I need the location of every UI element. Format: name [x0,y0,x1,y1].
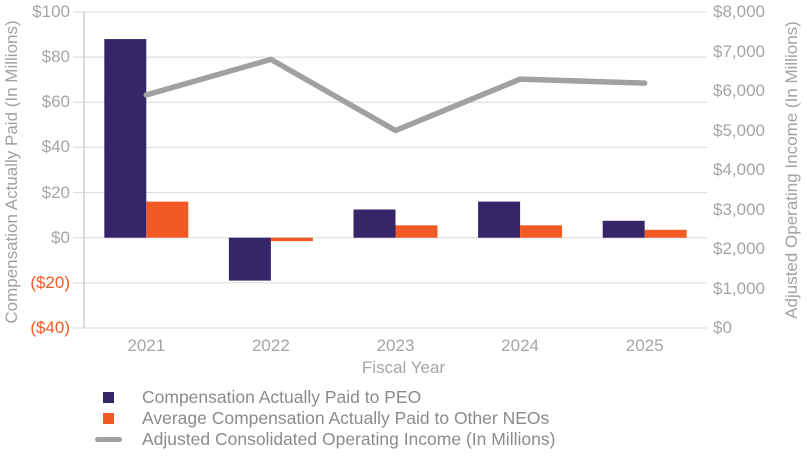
x-axis-category-label: 2025 [625,336,664,355]
legend-color-swatch [102,392,114,403]
x-axis-category-label: 2022 [251,336,290,355]
right-axis-tick-label: $6,000 [713,81,765,100]
legend-item: Adjusted Consolidated Operating Income (… [94,429,555,450]
bar-peo-2024 [478,201,521,238]
left-axis-tick-label: $40 [41,137,70,157]
bar-neo-2025 [644,229,687,238]
legend-swatch-cell [94,392,122,403]
legend-swatch-cell [94,413,122,424]
bar-neo-2024 [520,225,563,238]
right-axis-tick-label: $3,000 [713,199,765,219]
x-axis-title: Fiscal Year [361,358,446,377]
legend-label: Average Compensation Actually Paid to Ot… [142,408,550,428]
legend-label: Adjusted Consolidated Operating Income (… [142,429,556,449]
left-axis-tick-label: $20 [41,182,70,202]
right-axis-tick-label: $0 [713,318,732,337]
operating-income-line [143,56,648,134]
x-axis-category-label: 2021 [127,336,166,355]
legend-item: Compensation Actually Paid to PEO [94,387,555,408]
x-axis-category-label: 2023 [376,336,415,355]
bar-neo-2023 [395,225,438,238]
left-axis-tick-label: $100 [32,2,70,21]
bar-peo-2021 [104,39,147,238]
right-axis-tick-label: $4,000 [713,160,765,179]
right-axis-tick-label: $8,000 [713,2,765,21]
legend-color-swatch [102,413,114,424]
legend-swatch-cell [94,437,122,442]
legend-item: Average Compensation Actually Paid to Ot… [94,408,555,429]
right-axis-tick-label: $7,000 [713,41,765,61]
left-axis-tick-label: $60 [41,92,70,112]
left-axis-tick-label: $0 [51,227,70,247]
bar-peo-2023 [353,209,396,238]
left-axis-tick-label: $80 [41,47,70,67]
right-axis-title: Adjusted Operating Income (In Millions) [782,21,801,319]
bar-neo-2022 [270,237,313,242]
legend: Compensation Actually Paid to PEO Average… [94,387,555,450]
bar-peo-2022 [228,237,271,281]
bar-neo-2021 [146,201,189,238]
legend-label: Compensation Actually Paid to PEO [142,387,422,407]
right-axis-tick-label: $2,000 [713,239,765,258]
x-axis-category-label: 2024 [501,336,539,355]
left-axis-tick-label: ($20) [30,272,70,292]
left-axis-tick-label: ($40) [30,318,70,337]
right-axis-tick-label: $1,000 [713,278,765,298]
right-axis-tick-label: $5,000 [713,120,765,140]
bar-peo-2025 [602,220,645,238]
legend-color-swatch [94,437,122,442]
